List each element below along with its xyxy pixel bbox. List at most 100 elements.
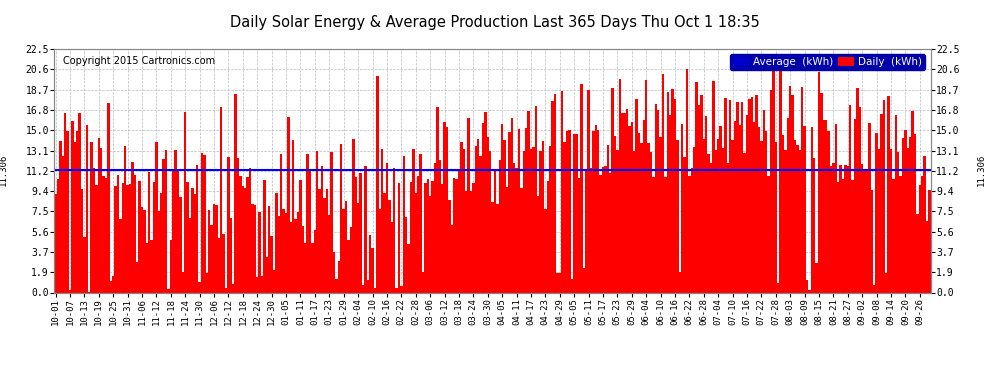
Bar xyxy=(218,238,220,292)
Bar xyxy=(585,170,587,292)
Bar xyxy=(551,101,553,292)
Bar xyxy=(388,200,390,292)
Bar xyxy=(405,216,407,292)
Bar xyxy=(542,141,545,292)
Bar xyxy=(530,149,533,292)
Bar xyxy=(167,290,169,292)
Bar xyxy=(189,218,191,292)
Bar xyxy=(486,136,489,292)
Bar xyxy=(774,142,777,292)
Bar xyxy=(150,240,152,292)
Bar xyxy=(203,155,206,292)
Bar xyxy=(474,147,477,292)
Bar xyxy=(907,148,909,292)
Bar xyxy=(412,149,415,292)
Bar xyxy=(556,273,558,292)
Bar xyxy=(242,186,245,292)
Bar xyxy=(361,285,364,292)
Bar xyxy=(59,141,61,292)
Bar xyxy=(228,156,230,292)
Bar xyxy=(422,272,424,292)
Bar xyxy=(760,141,762,292)
Bar xyxy=(592,131,595,292)
Bar xyxy=(220,107,223,292)
Bar xyxy=(861,164,863,292)
Bar xyxy=(503,140,506,292)
Bar xyxy=(146,243,148,292)
Bar xyxy=(833,163,835,292)
Bar xyxy=(779,65,782,292)
Bar xyxy=(213,204,215,292)
Bar xyxy=(582,268,585,292)
Bar xyxy=(261,276,263,292)
Bar xyxy=(251,204,253,292)
Bar xyxy=(294,219,297,292)
Bar xyxy=(628,126,631,292)
Bar xyxy=(659,138,661,292)
Bar xyxy=(796,146,799,292)
Bar xyxy=(885,273,887,292)
Bar xyxy=(609,173,612,292)
Bar xyxy=(491,202,494,292)
Bar xyxy=(373,288,376,292)
Bar xyxy=(654,104,657,292)
Bar xyxy=(139,181,141,292)
Bar xyxy=(420,154,422,292)
Bar xyxy=(525,128,528,292)
Bar xyxy=(533,147,535,292)
Bar xyxy=(338,261,341,292)
Bar xyxy=(446,127,448,292)
Bar xyxy=(887,96,890,292)
Bar xyxy=(926,221,929,292)
Bar xyxy=(633,151,636,292)
Bar xyxy=(369,235,371,292)
Bar xyxy=(499,160,501,292)
Bar xyxy=(568,130,570,292)
Bar xyxy=(806,280,808,292)
Bar xyxy=(258,212,261,292)
Bar xyxy=(664,177,666,292)
Bar xyxy=(110,281,112,292)
Bar xyxy=(277,216,280,292)
Bar xyxy=(671,88,674,292)
Bar xyxy=(211,225,213,292)
Bar xyxy=(518,129,520,292)
Bar xyxy=(580,84,582,292)
Bar xyxy=(208,210,211,292)
Bar xyxy=(179,196,182,292)
Bar xyxy=(548,146,551,292)
Bar xyxy=(724,99,727,292)
Bar xyxy=(846,166,849,292)
Bar xyxy=(482,123,484,292)
Bar xyxy=(386,164,388,292)
Bar xyxy=(535,106,537,292)
Bar xyxy=(661,74,664,292)
Bar xyxy=(681,124,683,292)
Bar xyxy=(757,127,760,292)
Bar xyxy=(737,102,739,292)
Bar xyxy=(314,230,316,292)
Bar xyxy=(587,90,590,292)
Text: Daily Solar Energy & Average Production Last 365 Days Thu Oct 1 18:35: Daily Solar Energy & Average Production … xyxy=(230,15,760,30)
Bar xyxy=(444,122,446,292)
Bar xyxy=(155,142,157,292)
Bar xyxy=(73,142,76,292)
Bar xyxy=(604,166,607,292)
Bar xyxy=(561,91,563,292)
Bar xyxy=(383,194,386,292)
Bar xyxy=(182,272,184,292)
Bar xyxy=(127,185,129,292)
Bar xyxy=(528,111,530,292)
Bar xyxy=(273,270,275,292)
Bar xyxy=(117,175,119,292)
Bar xyxy=(909,137,912,292)
Bar xyxy=(842,179,844,292)
Bar xyxy=(248,168,251,292)
Bar xyxy=(206,273,208,292)
Bar xyxy=(691,168,693,292)
Bar xyxy=(144,210,146,292)
Bar xyxy=(321,166,324,292)
Bar xyxy=(371,248,373,292)
Bar xyxy=(669,115,671,292)
Bar xyxy=(184,112,186,292)
